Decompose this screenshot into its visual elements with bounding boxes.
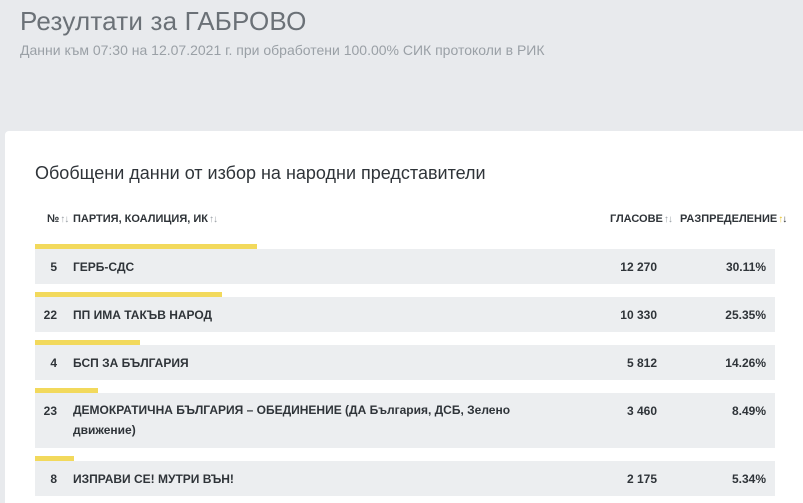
section-title: Обобщени данни от избор на народни предс… (35, 163, 486, 183)
table-row[interactable]: 23 ДЕМОКРАТИЧНА БЪЛГАРИЯ – ОБЕДИНЕНИЕ (Д… (35, 393, 775, 448)
party-name: ПП ИМА ТАКЪВ НАРОД (73, 308, 213, 322)
share-bar (35, 244, 257, 249)
column-header-number[interactable]: № ↑↓ (47, 213, 69, 225)
column-header-votes-label: ГЛАСОВЕ (610, 213, 663, 225)
party-votes: 3 460 (626, 404, 657, 418)
party-name: ГЕРБ-СДС (73, 260, 135, 274)
party-name: БСП ЗА БЪЛГАРИЯ (73, 356, 189, 370)
party-share: 25.35% (725, 308, 766, 322)
column-header-party[interactable]: ПАРТИЯ, КОАЛИЦИЯ, ИК ↑↓ (73, 213, 218, 225)
column-header-votes[interactable]: ГЛАСОВЕ ↑↓ (610, 213, 673, 225)
table-row[interactable]: 4 БСП ЗА БЪЛГАРИЯ 5 812 14.26% (35, 345, 775, 380)
sort-arrows-icon: ↑↓ (663, 213, 673, 225)
party-number: 22 (43, 308, 57, 322)
page-header: Резултати за ГАБРОВО Данни към 07:30 на … (20, 6, 545, 58)
sort-desc-active-icon: ↑↓ (778, 213, 787, 225)
results-card: Обобщени данни от избор на народни предс… (5, 131, 803, 503)
sort-arrows-icon: ↑↓ (208, 213, 218, 225)
table-row[interactable]: 5 ГЕРБ-СДС 12 270 30.11% (35, 249, 775, 284)
party-votes: 2 175 (626, 472, 657, 486)
party-votes: 10 330 (620, 308, 657, 322)
party-share: 14.26% (725, 356, 766, 370)
page-title: Резултати за ГАБРОВО (20, 6, 307, 36)
party-share: 8.49% (731, 404, 766, 418)
party-number: 4 (50, 356, 57, 370)
page-subtitle: Данни към 07:30 на 12.07.2021 г. при обр… (20, 42, 545, 58)
table-row[interactable]: 22 ПП ИМА ТАКЪВ НАРОД 10 330 25.35% (35, 297, 775, 332)
party-votes: 5 812 (626, 356, 657, 370)
party-votes: 12 270 (620, 260, 657, 274)
share-bar (35, 292, 222, 297)
share-bar (35, 340, 141, 345)
party-name: ИЗПРАВИ СЕ! МУТРИ ВЪН! (73, 472, 234, 486)
column-header-share[interactable]: РАЗПРЕДЕЛЕНИЕ ↑↓ (680, 213, 787, 225)
party-number: 8 (50, 472, 57, 486)
party-share: 5.34% (731, 472, 766, 486)
party-share: 30.11% (725, 260, 766, 274)
party-number: 23 (43, 404, 57, 418)
share-bar (35, 388, 98, 393)
table-row[interactable]: 8 ИЗПРАВИ СЕ! МУТРИ ВЪН! 2 175 5.34% (35, 461, 775, 496)
sort-arrows-icon: ↑↓ (60, 213, 69, 225)
party-number: 5 (50, 260, 57, 274)
party-name: ДЕМОКРАТИЧНА БЪЛГАРИЯ – ОБЕДИНЕНИЕ (ДА Б… (73, 403, 511, 437)
share-bar (35, 456, 75, 461)
column-header-share-label: РАЗПРЕДЕЛЕНИЕ (680, 213, 778, 225)
column-header-number-label: № (47, 213, 60, 225)
column-header-party-label: ПАРТИЯ, КОАЛИЦИЯ, ИК (73, 213, 208, 225)
